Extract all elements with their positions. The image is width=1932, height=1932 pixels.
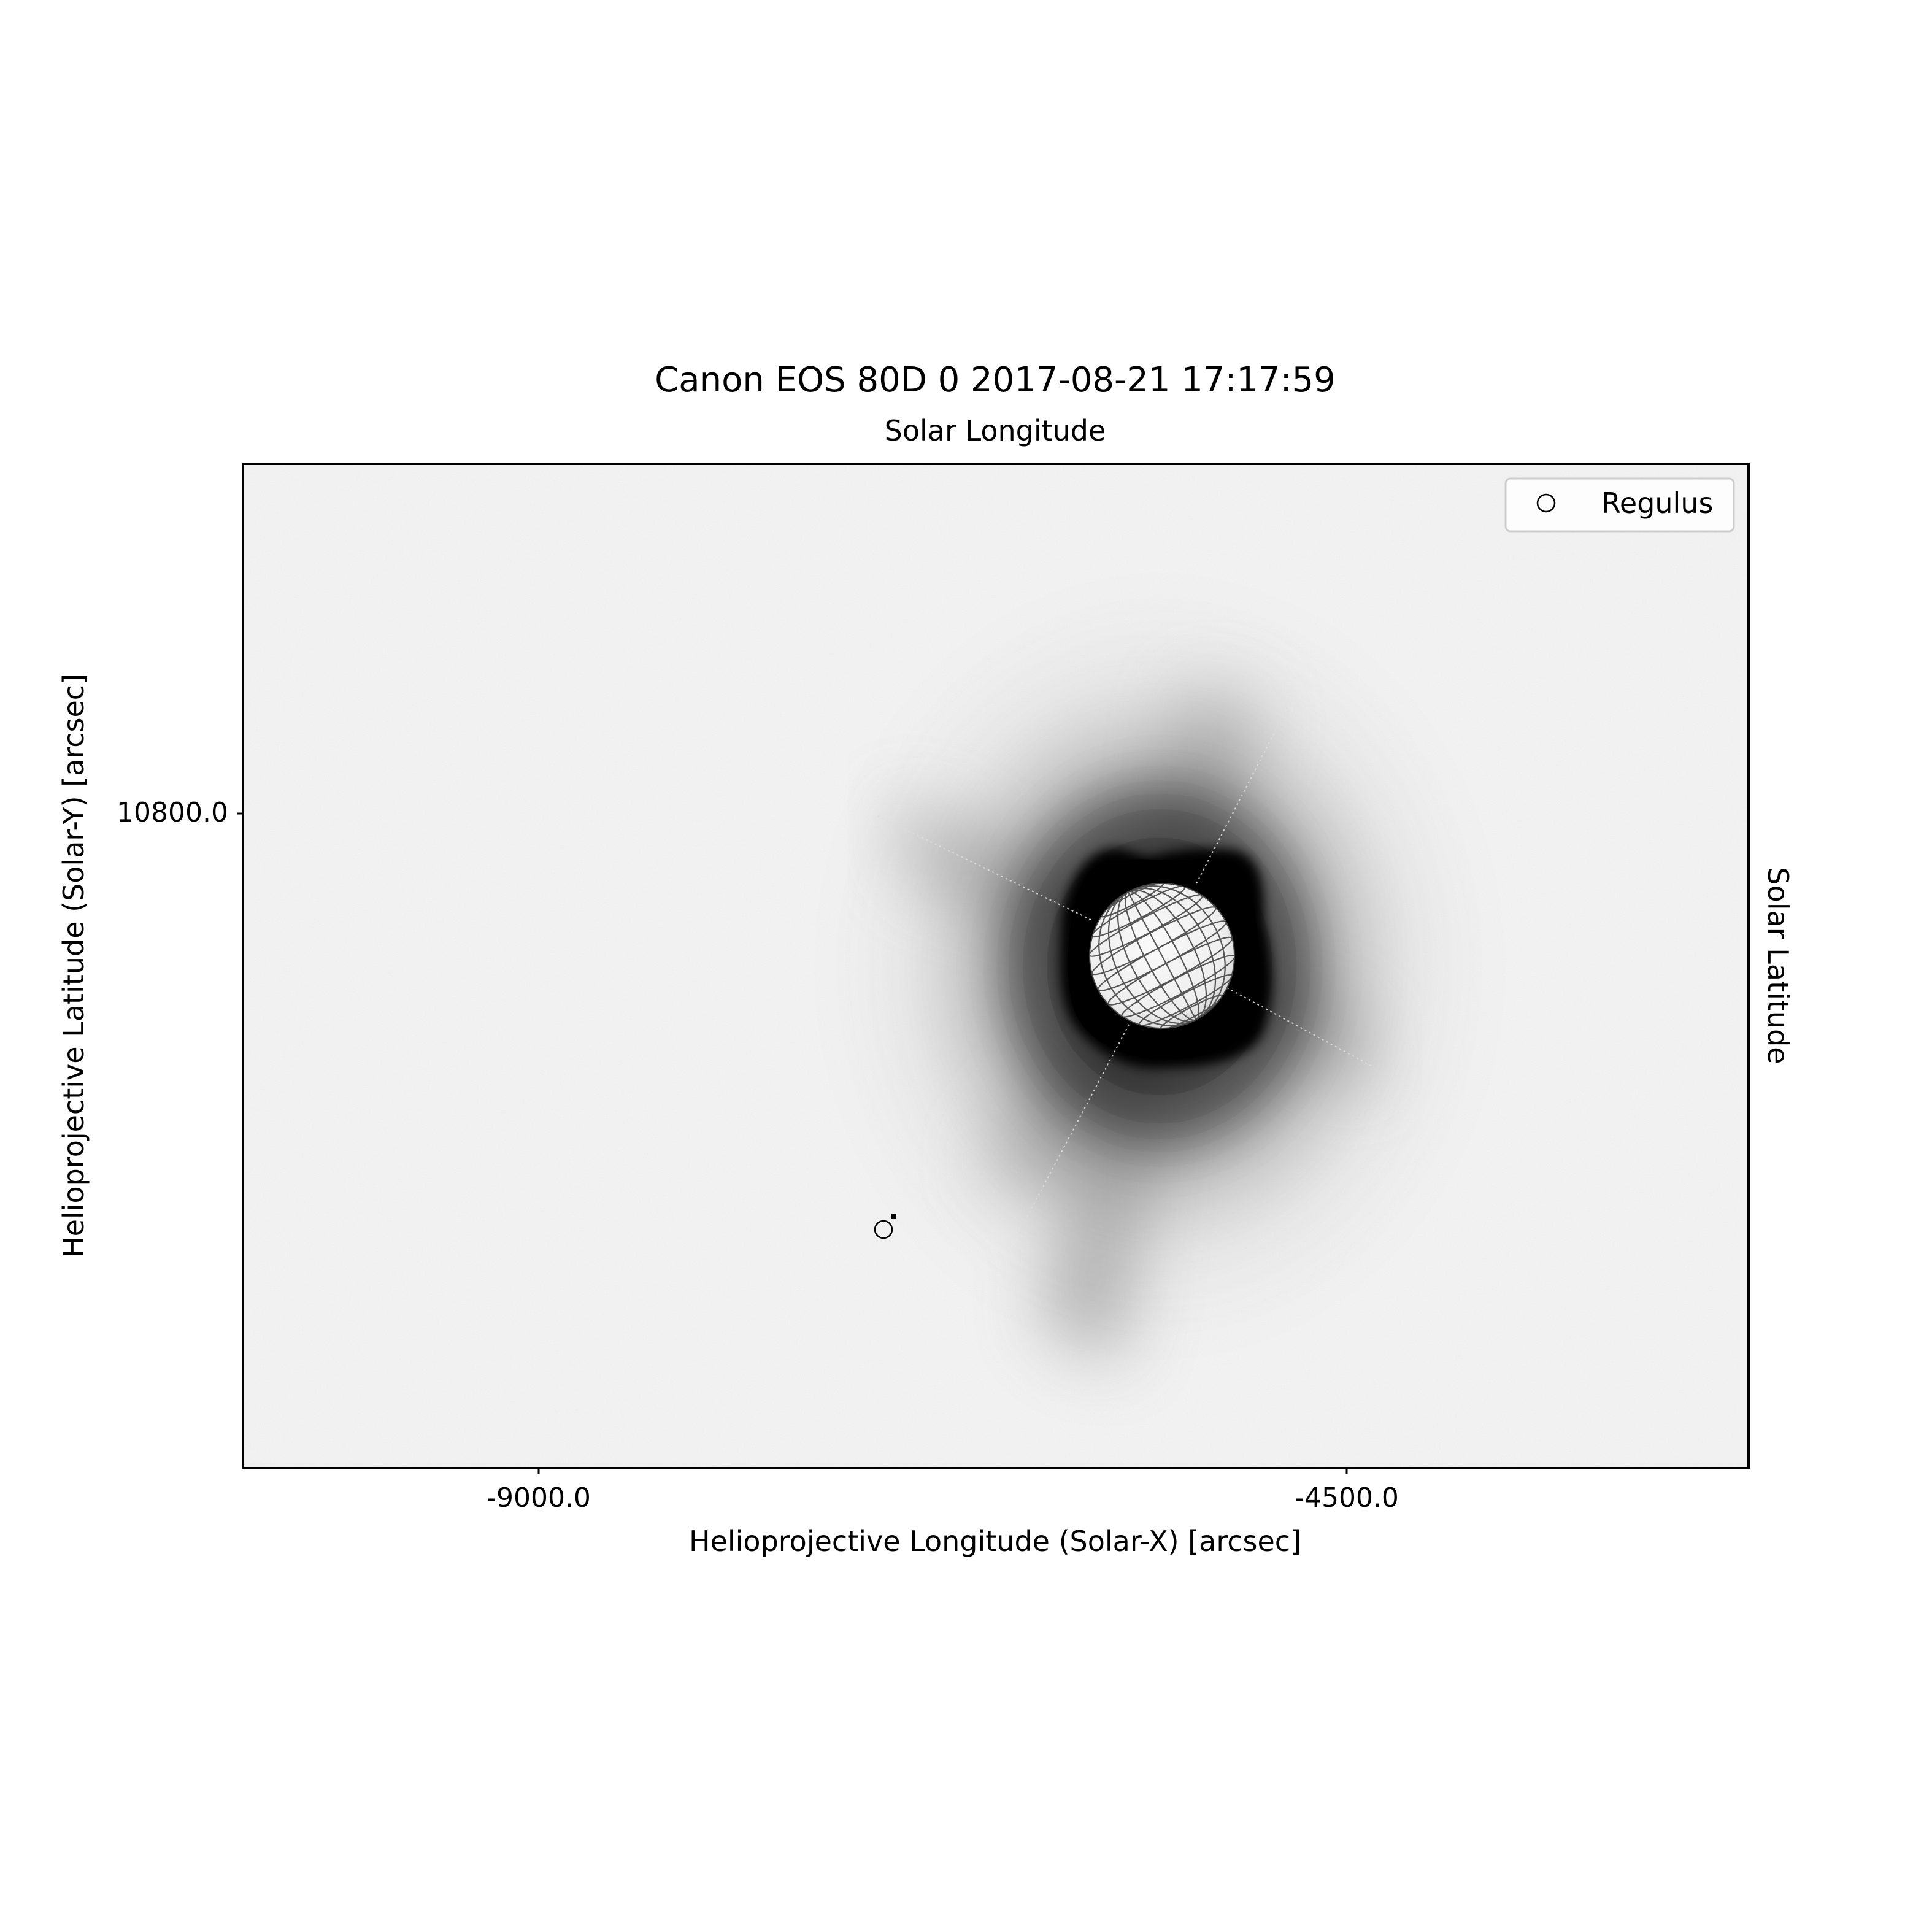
lunar-disk bbox=[1088, 881, 1236, 1031]
regulus-marker bbox=[874, 1220, 893, 1239]
figure-title: Canon EOS 80D 0 2017-08-21 17:17:59 bbox=[655, 360, 1336, 400]
x-tick-label: -4500.0 bbox=[1295, 1482, 1399, 1514]
plot-frame bbox=[242, 463, 1750, 1469]
y-axis-label: Helioprojective Latitude (Solar-Y) [arcs… bbox=[57, 674, 90, 1258]
regulus-star bbox=[891, 1214, 896, 1219]
tick-marks bbox=[237, 812, 1348, 1474]
legend: Regulus bbox=[1504, 477, 1735, 533]
y-tick-label: 10800.0 bbox=[117, 797, 228, 828]
plot-area bbox=[243, 464, 1749, 1468]
top-axis-label: Solar Longitude bbox=[885, 414, 1106, 447]
solar-axis-lines bbox=[877, 705, 1375, 1234]
legend-box bbox=[1504, 477, 1735, 533]
legend-circle-icon bbox=[1536, 493, 1556, 513]
legend-label: Regulus bbox=[1601, 487, 1713, 520]
x-axis-label: Helioprojective Longitude (Solar-X) [arc… bbox=[689, 1525, 1301, 1558]
right-axis-label: Solar Latitude bbox=[1761, 867, 1795, 1064]
x-tick-label: -9000.0 bbox=[487, 1482, 591, 1514]
